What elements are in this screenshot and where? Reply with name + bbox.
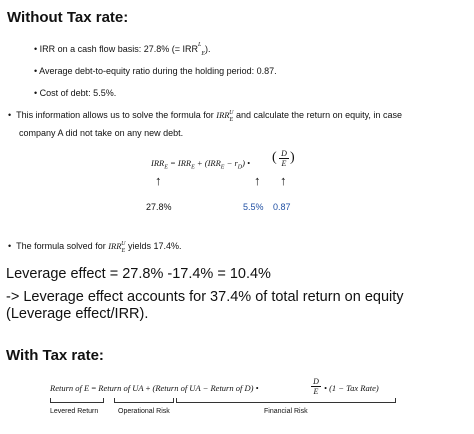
brace-levered (50, 398, 104, 403)
tax-fraction: D E (311, 377, 321, 396)
bullet-cost-of-debt: • Cost of debt: 5.5%. (34, 88, 117, 98)
leverage-share: -> Leverage effect accounts for 37.4% of… (6, 289, 404, 322)
leverage-effect: Leverage effect = 27.8% -17.4% = 10.4% (6, 266, 271, 282)
info-line-1: • This information allows us to solve th… (8, 110, 402, 123)
value-cost-of-debt: 5.5% (243, 202, 264, 212)
formula-fraction: ( (272, 150, 277, 165)
section-title-with-tax: With Tax rate: (6, 347, 104, 364)
section-title-without-tax: Without Tax rate: (7, 9, 129, 26)
brace-operational (114, 398, 174, 403)
formula-fraction-close: ) (290, 150, 295, 165)
arrow-de: ↑ (280, 173, 287, 188)
tax-equation-tail: • (1 − Tax Rate) (324, 383, 379, 393)
arrow-irr: ↑ (155, 173, 162, 188)
brace-financial (176, 398, 396, 403)
info-line-2: company A did not take on any new debt. (19, 128, 184, 138)
formula-fraction-body: D E (279, 149, 289, 168)
arrow-rd: ↑ (254, 173, 261, 188)
formula-irr: IRRE = IRRE + (IRRE − rD) • (151, 158, 251, 171)
bullet-dot: • (34, 44, 40, 54)
bullet-irr: • IRR on a cash flow basis: 27.8% (= IRR… (34, 42, 211, 57)
solved-line: • The formula solved for IRREU yields 17… (8, 241, 182, 254)
label-operational-risk: Operational Risk (118, 408, 170, 415)
label-levered-return: Levered Return (50, 408, 99, 415)
value-debt-equity: 0.87 (273, 202, 291, 212)
tax-equation: Return of E = Return of UA + (Return of … (50, 383, 259, 393)
value-irr: 27.8% (146, 202, 172, 212)
label-financial-risk: Financial Risk (264, 408, 308, 415)
bullet-debt-equity: • Average debt-to-equity ratio during th… (34, 66, 277, 76)
